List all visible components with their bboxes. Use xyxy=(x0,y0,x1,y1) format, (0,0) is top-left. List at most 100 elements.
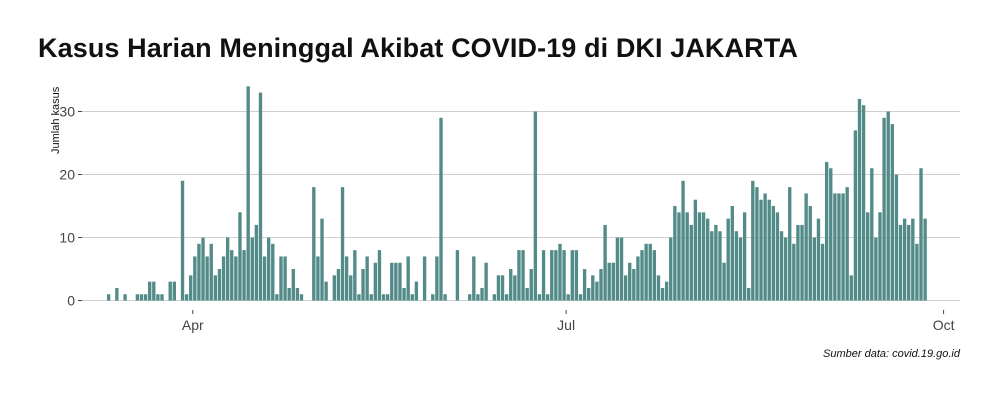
bar xyxy=(816,218,821,301)
bar xyxy=(357,294,361,301)
bar xyxy=(907,224,911,301)
bar xyxy=(759,199,763,301)
bar xyxy=(295,287,300,301)
bar xyxy=(135,294,140,301)
bar xyxy=(710,231,714,301)
y-tick-label: 20 xyxy=(59,167,75,183)
bar xyxy=(837,193,841,301)
bar xyxy=(344,256,349,301)
bar xyxy=(812,237,817,301)
y-tick-label: 30 xyxy=(59,104,75,120)
bar xyxy=(894,174,899,301)
bar xyxy=(172,281,176,301)
bar xyxy=(533,111,538,301)
bar xyxy=(197,243,201,301)
bar xyxy=(504,294,509,301)
bar xyxy=(422,256,427,301)
bar xyxy=(747,287,751,301)
bar xyxy=(217,269,222,301)
bar xyxy=(431,294,435,301)
bar xyxy=(829,168,833,301)
bar xyxy=(521,250,525,301)
bar xyxy=(234,256,238,301)
bar xyxy=(476,294,480,301)
bar xyxy=(779,231,784,301)
bar xyxy=(221,256,226,301)
bar xyxy=(636,256,640,301)
bar xyxy=(566,294,570,301)
bar xyxy=(349,275,353,301)
bar xyxy=(796,224,800,301)
bar xyxy=(652,250,657,301)
x-tick-label: Apr xyxy=(182,317,204,333)
bar xyxy=(468,294,472,301)
bar xyxy=(205,256,209,301)
bar xyxy=(607,262,611,301)
bar xyxy=(394,262,398,301)
bar xyxy=(878,212,882,301)
bar xyxy=(189,275,193,301)
bar xyxy=(714,224,718,301)
bar xyxy=(722,262,726,301)
bar xyxy=(336,269,341,301)
bar xyxy=(541,250,546,301)
bar xyxy=(771,206,776,301)
bar xyxy=(283,256,287,301)
bar xyxy=(853,130,858,301)
bar xyxy=(324,281,328,301)
bar xyxy=(545,294,550,301)
bar xyxy=(554,250,558,301)
bar xyxy=(857,98,862,301)
bar xyxy=(225,237,230,301)
bar xyxy=(742,212,747,301)
bar xyxy=(919,168,923,301)
bar xyxy=(792,243,796,301)
bar xyxy=(648,243,652,301)
bar xyxy=(254,224,259,301)
bar xyxy=(271,243,275,301)
bar xyxy=(783,237,788,301)
bar xyxy=(398,262,402,301)
bar xyxy=(693,199,698,301)
bar xyxy=(898,224,903,301)
bar xyxy=(353,250,357,301)
bar xyxy=(139,294,144,301)
bar xyxy=(677,212,681,301)
bar xyxy=(184,294,189,301)
bar xyxy=(882,117,886,301)
bar xyxy=(550,250,554,301)
y-tick-label: 10 xyxy=(59,230,75,246)
bar xyxy=(443,294,447,301)
bar xyxy=(800,224,804,301)
bar xyxy=(615,237,620,301)
bar xyxy=(632,269,636,301)
bar xyxy=(402,287,406,301)
bar xyxy=(332,275,337,301)
bar xyxy=(480,287,484,301)
bar xyxy=(603,224,607,301)
bar xyxy=(619,237,624,301)
bar xyxy=(849,275,853,301)
bar xyxy=(193,256,197,301)
bar xyxy=(599,269,603,301)
bar xyxy=(841,193,845,301)
bar xyxy=(148,281,152,301)
source-note: Sumber data: covid.19.go.id xyxy=(823,348,960,360)
bar xyxy=(246,86,250,301)
bar xyxy=(845,187,849,301)
bar xyxy=(275,294,279,301)
bar xyxy=(681,180,685,301)
bar xyxy=(213,275,218,301)
bar xyxy=(529,269,533,301)
bar xyxy=(611,262,615,301)
bar xyxy=(410,294,414,301)
bar xyxy=(156,294,160,301)
bar xyxy=(870,168,874,301)
bar xyxy=(258,92,263,301)
bar xyxy=(669,237,673,301)
bar xyxy=(455,250,460,301)
bar xyxy=(628,262,632,301)
bar xyxy=(685,212,689,301)
bar xyxy=(763,193,767,301)
